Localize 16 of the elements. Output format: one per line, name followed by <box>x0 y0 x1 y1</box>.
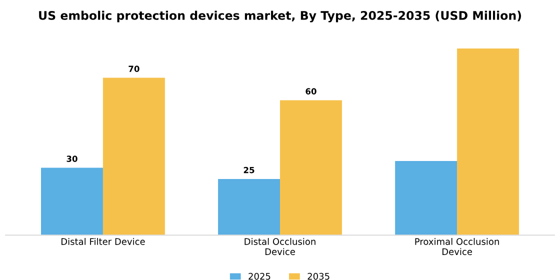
legend-label: 2035 <box>308 272 330 280</box>
x-tick-label: Distal Filter Device <box>61 238 145 245</box>
data-label: 25 <box>244 166 254 174</box>
x-tick-label: Distal Occlusion Device <box>244 238 316 256</box>
bar <box>102 78 165 236</box>
bar <box>457 48 519 236</box>
data-label: 30 <box>66 156 78 162</box>
chart-title: US embolic protection devices market, By Type, 2025-2035 (USD Million) <box>39 10 521 22</box>
bar <box>280 100 342 236</box>
bar <box>41 168 103 236</box>
bar <box>218 178 280 236</box>
x-tick-label: Proximal Occlusion Device <box>415 238 499 256</box>
data-label: 70 <box>128 66 140 72</box>
legend-label: 2025 <box>248 272 270 280</box>
data-label: 60 <box>306 88 316 94</box>
bar <box>395 160 458 236</box>
